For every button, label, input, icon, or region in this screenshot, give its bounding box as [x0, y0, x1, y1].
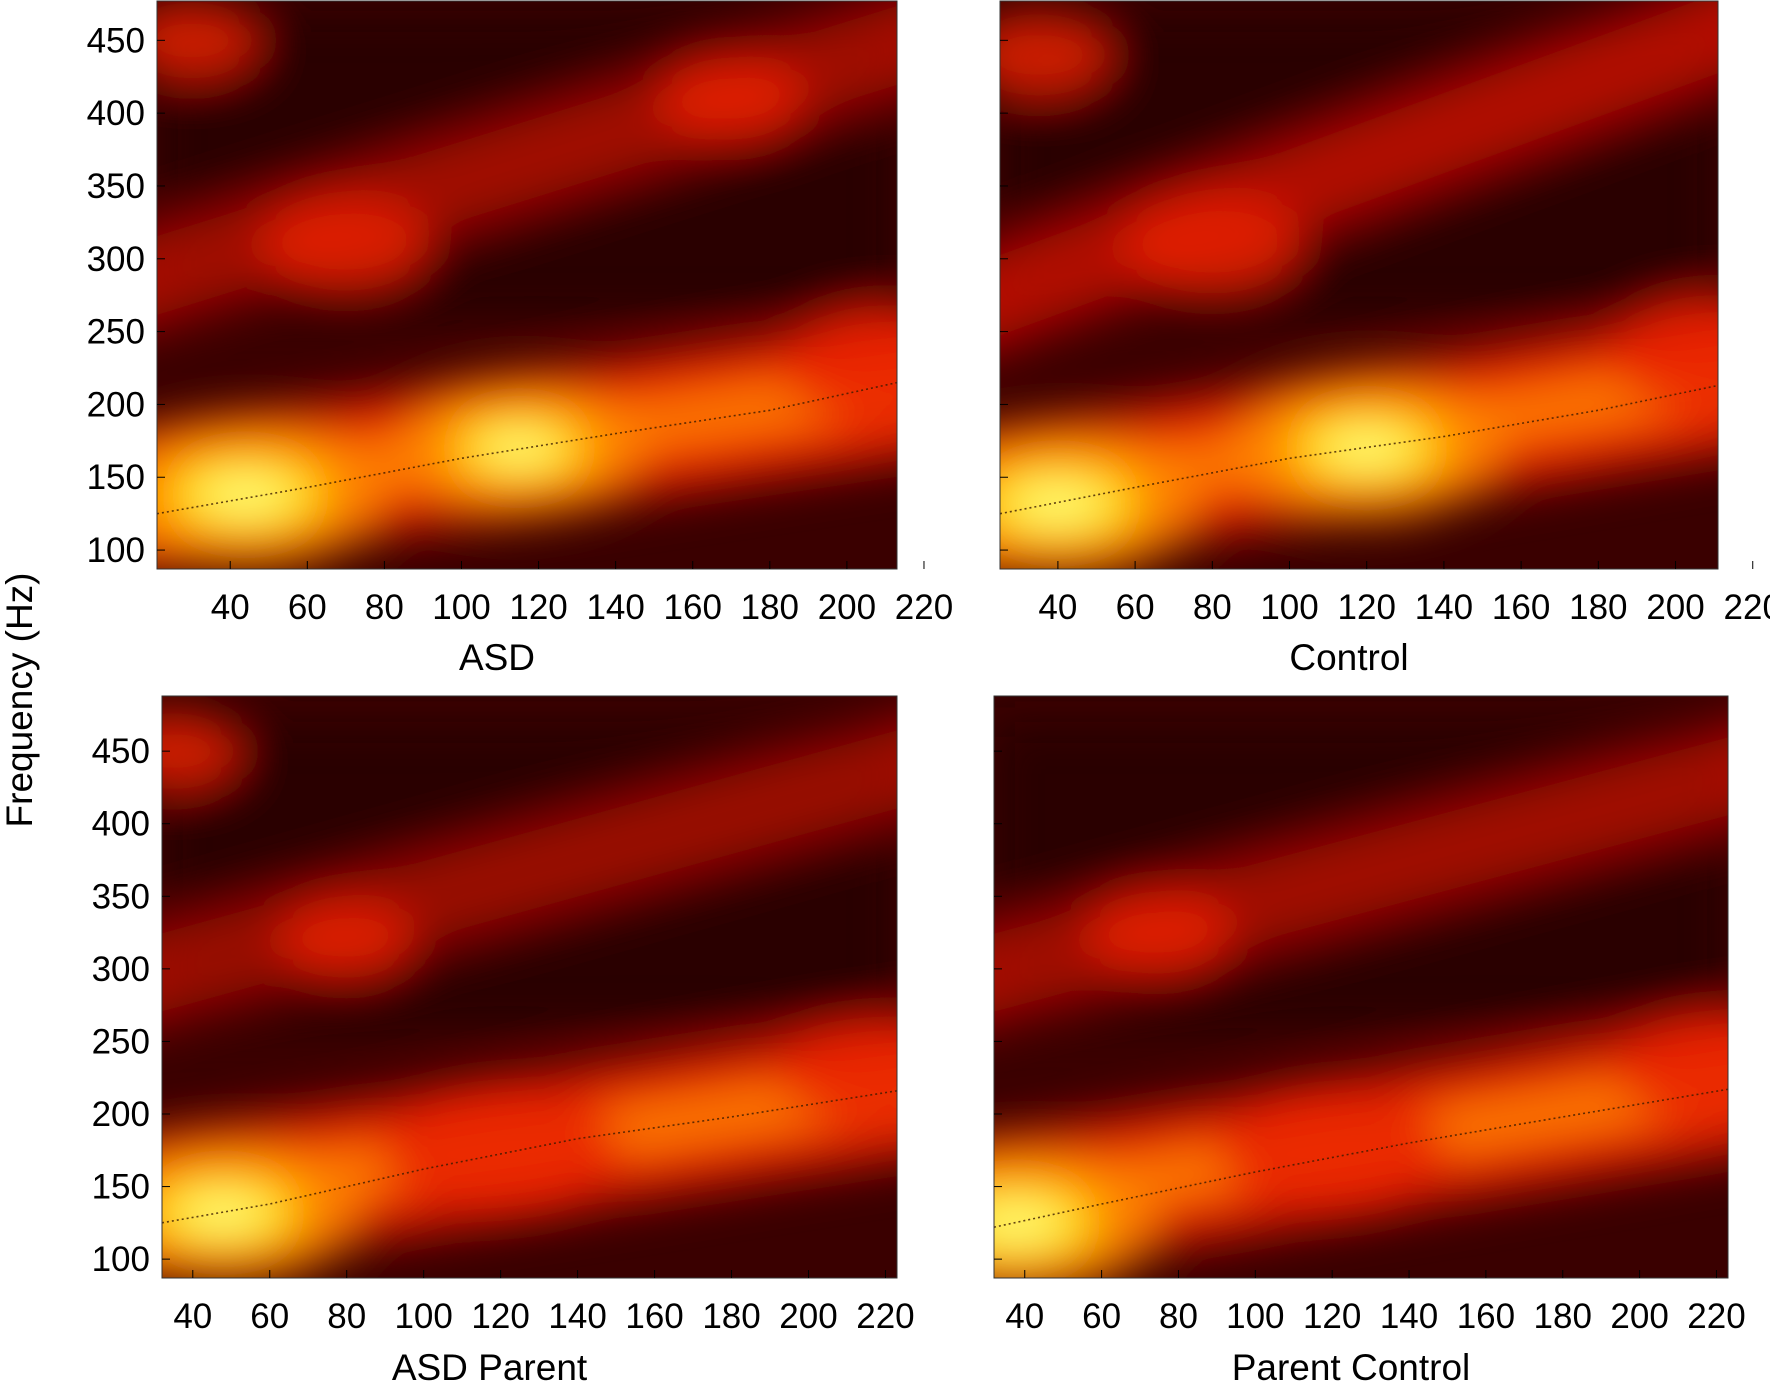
- y-tick-label: 250: [92, 1022, 150, 1061]
- x-tick-label: 180: [1569, 588, 1627, 627]
- y-tick-label: 250: [87, 313, 145, 352]
- plot-frame: [999, 0, 1719, 570]
- x-tick-label: 100: [1226, 1297, 1284, 1336]
- y-tick-label: 100: [87, 531, 145, 570]
- x-tick-label: 80: [1159, 1297, 1198, 1336]
- panel-title: ASD: [459, 637, 535, 678]
- spectrogram-panel: 40 60 80 100 120 140 160 180 200 220 Parent Contro…: [993, 695, 1746, 1388]
- heatmap-area: [162, 696, 897, 1278]
- y-tick-label: 450: [87, 21, 145, 60]
- x-tick-label: 200: [1610, 1297, 1668, 1336]
- x-tick-label: 220: [856, 1297, 914, 1336]
- x-tick-label: 80: [1193, 588, 1232, 627]
- x-tick-label: 120: [1303, 1297, 1361, 1336]
- x-tick-label: 60: [288, 588, 327, 627]
- x-tick-label: 40: [211, 588, 250, 627]
- x-tick-label: 160: [664, 588, 722, 627]
- y-tick-label: 100: [92, 1240, 150, 1279]
- x-tick-label: 60: [250, 1297, 289, 1336]
- x-tick-label: 40: [1038, 588, 1077, 627]
- heat-hotspot: [1607, 294, 1718, 412]
- x-tick-label: 200: [818, 588, 876, 627]
- y-tick-label: 400: [87, 94, 145, 133]
- x-tick-label: 120: [1338, 588, 1396, 627]
- y-tick-label: 200: [92, 1095, 150, 1134]
- x-tick-label: 140: [548, 1297, 606, 1336]
- x-tick-label: 120: [509, 588, 567, 627]
- x-tick-label: 200: [1646, 588, 1704, 627]
- heat-hotspot: [1085, 890, 1234, 975]
- f0-track-line: [994, 1088, 1728, 1228]
- spectrogram-panel: 40 60 80 100 120 140 160 180 200 220 100 150 200 250 3…: [87, 0, 953, 678]
- y-tick-label: 350: [87, 167, 145, 206]
- heat-hotspot: [260, 196, 431, 292]
- x-tick-label: 60: [1116, 588, 1155, 627]
- plot-frame: [161, 695, 898, 1279]
- x-tick-label: 80: [365, 588, 404, 627]
- heat-hotspot: [1121, 193, 1303, 295]
- plot-frame: [993, 695, 1729, 1279]
- panel-title: Parent Control: [1232, 1347, 1471, 1388]
- x-tick-label: 160: [1457, 1297, 1515, 1336]
- x-tick-label: 80: [327, 1297, 366, 1336]
- x-tick-label: 40: [173, 1297, 212, 1336]
- spectrogram-panel: 40 60 80 100 120 140 160 180 200 220 100 150 200 250 3…: [92, 695, 915, 1388]
- panel-title: ASD Parent: [392, 1347, 588, 1388]
- heat-hotspot: [157, 1, 261, 80]
- x-tick-label: 220: [1687, 1297, 1745, 1336]
- y-tick-label: 400: [92, 805, 150, 844]
- heat-hotspot: [382, 1086, 619, 1215]
- x-tick-label: 180: [741, 588, 799, 627]
- y-tick-label: 200: [87, 385, 145, 424]
- x-tick-label: 40: [1005, 1297, 1044, 1336]
- x-tick-label: 100: [1260, 588, 1318, 627]
- heat-hotspot: [1000, 12, 1113, 97]
- x-tick-label: 140: [1415, 588, 1473, 627]
- heat-hotspot: [657, 56, 806, 141]
- f0-track-line: [162, 1090, 897, 1224]
- y-tick-label: 300: [92, 950, 150, 989]
- x-tick-label: 200: [779, 1297, 837, 1336]
- x-tick-label: 60: [1082, 1297, 1121, 1336]
- x-tick-label: 100: [394, 1297, 452, 1336]
- x-tick-label: 160: [1492, 588, 1550, 627]
- x-tick-label: 220: [895, 588, 953, 627]
- heatmap-area: [994, 696, 1728, 1278]
- y-tick-label: 300: [87, 240, 145, 279]
- heatmap-area: [1000, 1, 1718, 569]
- y-tick-label: 150: [92, 1168, 150, 1207]
- x-tick-label: 160: [625, 1297, 683, 1336]
- x-tick-label: 120: [471, 1297, 529, 1336]
- heat-hotspot: [1615, 1011, 1728, 1124]
- heat-hotspot: [162, 711, 243, 791]
- x-tick-label: 100: [432, 588, 490, 627]
- x-tick-label: 220: [1724, 588, 1770, 627]
- y-axis-label: Frequency (Hz): [0, 573, 40, 828]
- panel-title: Control: [1289, 637, 1408, 678]
- heat-hotspot: [778, 305, 897, 423]
- heat-hotspot: [278, 900, 416, 980]
- plot-frame: [156, 0, 898, 570]
- spectrogram-panel: 40 60 80 100 120 140 160 180 200 220 Control: [999, 0, 1770, 678]
- x-tick-label: 180: [702, 1297, 760, 1336]
- y-tick-label: 150: [87, 458, 145, 497]
- x-tick-label: 180: [1534, 1297, 1592, 1336]
- y-tick-label: 450: [92, 732, 150, 771]
- heat-hotspot: [1219, 1089, 1445, 1212]
- x-tick-label: 140: [1380, 1297, 1438, 1336]
- heatmap-area: [157, 1, 897, 569]
- x-tick-label: 140: [586, 588, 644, 627]
- y-tick-label: 350: [92, 877, 150, 916]
